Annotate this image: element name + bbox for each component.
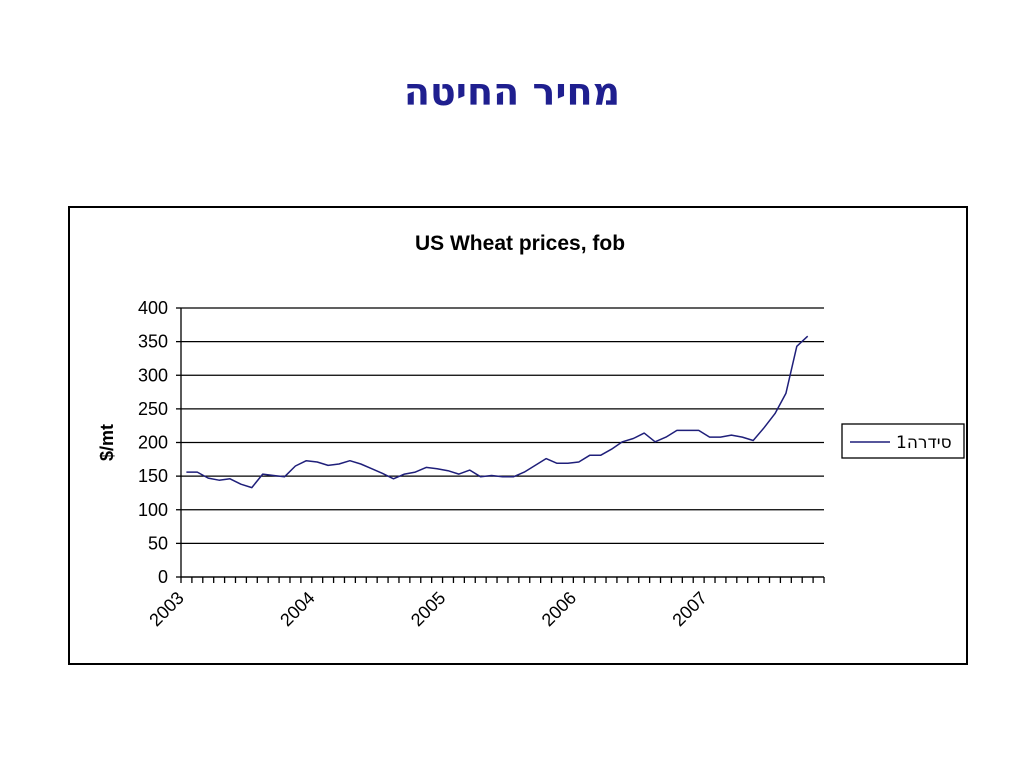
- y-tick-label: 100: [138, 500, 168, 520]
- slide-title: מחיר החיטה: [403, 70, 621, 114]
- y-tick-label: 250: [138, 399, 168, 419]
- legend-box: [841, 423, 965, 459]
- series-line: [186, 335, 809, 489]
- chart-title: US Wheat prices, fob: [415, 232, 625, 255]
- x-tick-label: 2003: [145, 588, 187, 630]
- y-tick-label: 200: [138, 433, 168, 453]
- y-tick-label: 350: [138, 332, 168, 352]
- y-tick-label: 50: [148, 533, 168, 553]
- y-tick-label: 150: [138, 466, 168, 486]
- y-tick-label: 300: [138, 365, 168, 385]
- y-tick-label: 400: [138, 298, 168, 318]
- legend-label: סידרה1: [896, 433, 952, 453]
- wheat-price-chart: US Wheat prices, fob 0 50 100 150 200 250 300 35…: [97, 232, 965, 630]
- x-tick-label: 2007: [668, 588, 710, 630]
- chart-frame: US Wheat prices, fob 0 50 100 150 200 250 300 35…: [68, 206, 968, 665]
- x-tick-label: 2004: [276, 588, 318, 630]
- x-tick-label: 2005: [407, 588, 449, 630]
- y-tick-label: 0: [158, 567, 168, 587]
- x-tick-label: 2006: [538, 588, 580, 630]
- y-axis-title: $/mt: [97, 424, 117, 461]
